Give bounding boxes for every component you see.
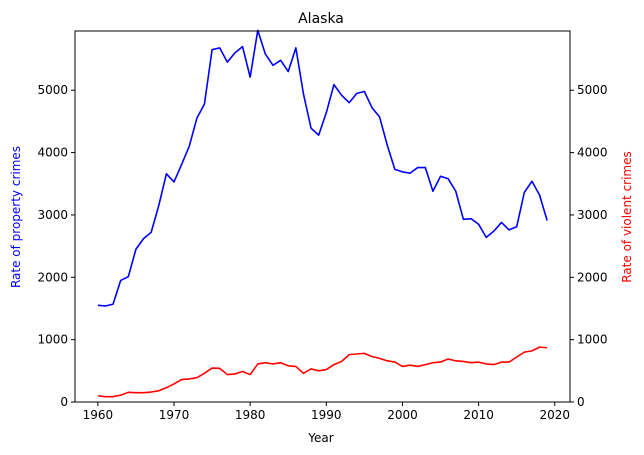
x-tick-label: 2000	[387, 408, 418, 422]
right-y-tick-label: 1000	[577, 333, 608, 347]
right-y-axis-ticks: 0 1000 2000 3000 4000 5000	[570, 83, 608, 409]
x-axis-label: Year	[307, 431, 333, 445]
left-y-axis-ticks: 0 1000 2000 3000 4000 5000	[37, 83, 75, 409]
left-y-tick-label: 3000	[37, 208, 68, 222]
x-tick-label: 2010	[463, 408, 494, 422]
left-y-tick-label: 1000	[37, 333, 68, 347]
x-axis-ticks: 1960 1970 1980 1990 2000 2010 2020	[83, 402, 570, 422]
x-tick-label: 1980	[235, 408, 266, 422]
right-y-tick-label: 2000	[577, 270, 608, 284]
series-layer	[97, 29, 548, 398]
property-crimes-line	[97, 29, 548, 307]
right-y-tick-label: 3000	[577, 208, 608, 222]
x-tick-label: 1970	[159, 408, 190, 422]
chart-title: Alaska	[298, 11, 344, 27]
x-tick-label: 2020	[539, 408, 570, 422]
violent-crimes-line	[97, 346, 548, 398]
left-y-tick-label: 4000	[37, 146, 68, 160]
left-y-tick-label: 5000	[37, 83, 68, 97]
right-y-tick-label: 0	[577, 395, 585, 409]
x-tick-label: 1960	[83, 408, 114, 422]
left-y-tick-label: 2000	[37, 270, 68, 284]
right-y-axis-label: Rate of violent crimes	[620, 151, 634, 283]
left-y-tick-label: 0	[60, 395, 68, 409]
plot-frame	[74, 30, 571, 403]
left-y-axis-label: Rate of property crimes	[9, 146, 23, 288]
x-tick-label: 1990	[311, 408, 342, 422]
right-y-tick-label: 5000	[577, 83, 608, 97]
right-y-tick-label: 4000	[577, 146, 608, 160]
